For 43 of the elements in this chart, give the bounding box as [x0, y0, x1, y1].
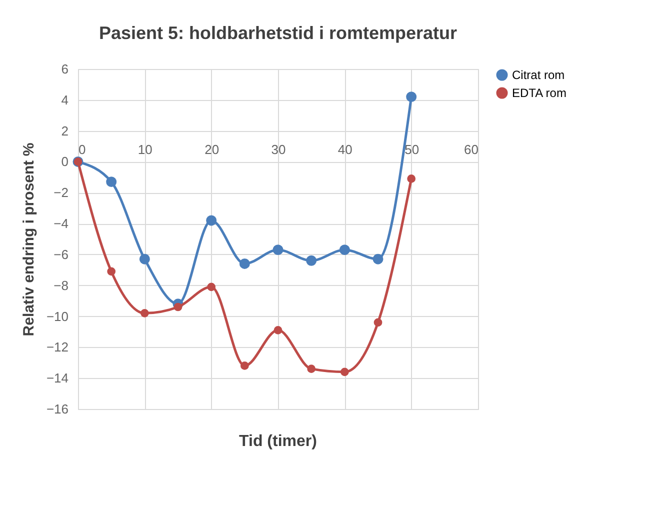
y-tick-label: −10	[46, 308, 68, 324]
point	[107, 267, 116, 276]
y-tick-label: −12	[46, 340, 68, 355]
y-tick-label: −16	[46, 402, 68, 416]
y-tick-label: −8	[54, 278, 68, 293]
point	[272, 244, 284, 256]
point	[207, 282, 216, 292]
y-axis-title: Relativ endring i prosent %	[20, 142, 38, 336]
x-tick-label: 10	[138, 142, 152, 158]
y-tick-label: 4	[61, 92, 68, 108]
x-tick-label: 0	[78, 142, 86, 158]
point	[374, 318, 382, 327]
point	[307, 364, 316, 373]
y-tick-label: −4	[54, 216, 68, 232]
x-tick-label: 20	[204, 142, 220, 158]
point	[239, 258, 250, 269]
chart-title: Pasient 5: holdbarhetstid i romtemperatur	[98, 23, 458, 43]
x-tick-label: 30	[271, 142, 286, 158]
point	[139, 254, 150, 264]
point	[206, 215, 217, 226]
point	[106, 176, 117, 188]
point	[140, 309, 149, 318]
y-tick-label: 0	[61, 154, 68, 170]
point	[306, 255, 317, 266]
x-axis-title: Tid (timer)	[239, 433, 317, 450]
point	[372, 254, 384, 264]
y-tick-label: −14	[46, 370, 68, 386]
x-tick-label: 50	[404, 142, 420, 158]
y-tick-label: 6	[61, 62, 68, 76]
point	[406, 92, 417, 102]
y-tick-label: −6	[54, 246, 68, 262]
point	[240, 362, 249, 370]
legend-label: EDTA rom	[512, 86, 566, 100]
point	[340, 368, 349, 376]
legend-label: Citrat rom	[512, 68, 565, 82]
x-tick-label: 40	[338, 142, 352, 158]
point	[274, 326, 282, 334]
point	[339, 244, 350, 256]
point	[407, 174, 416, 183]
y-tick-label: −2	[54, 185, 68, 200]
y-tick-label: 2	[61, 123, 68, 138]
x-tick-label: 60	[464, 142, 478, 158]
point	[174, 302, 182, 312]
